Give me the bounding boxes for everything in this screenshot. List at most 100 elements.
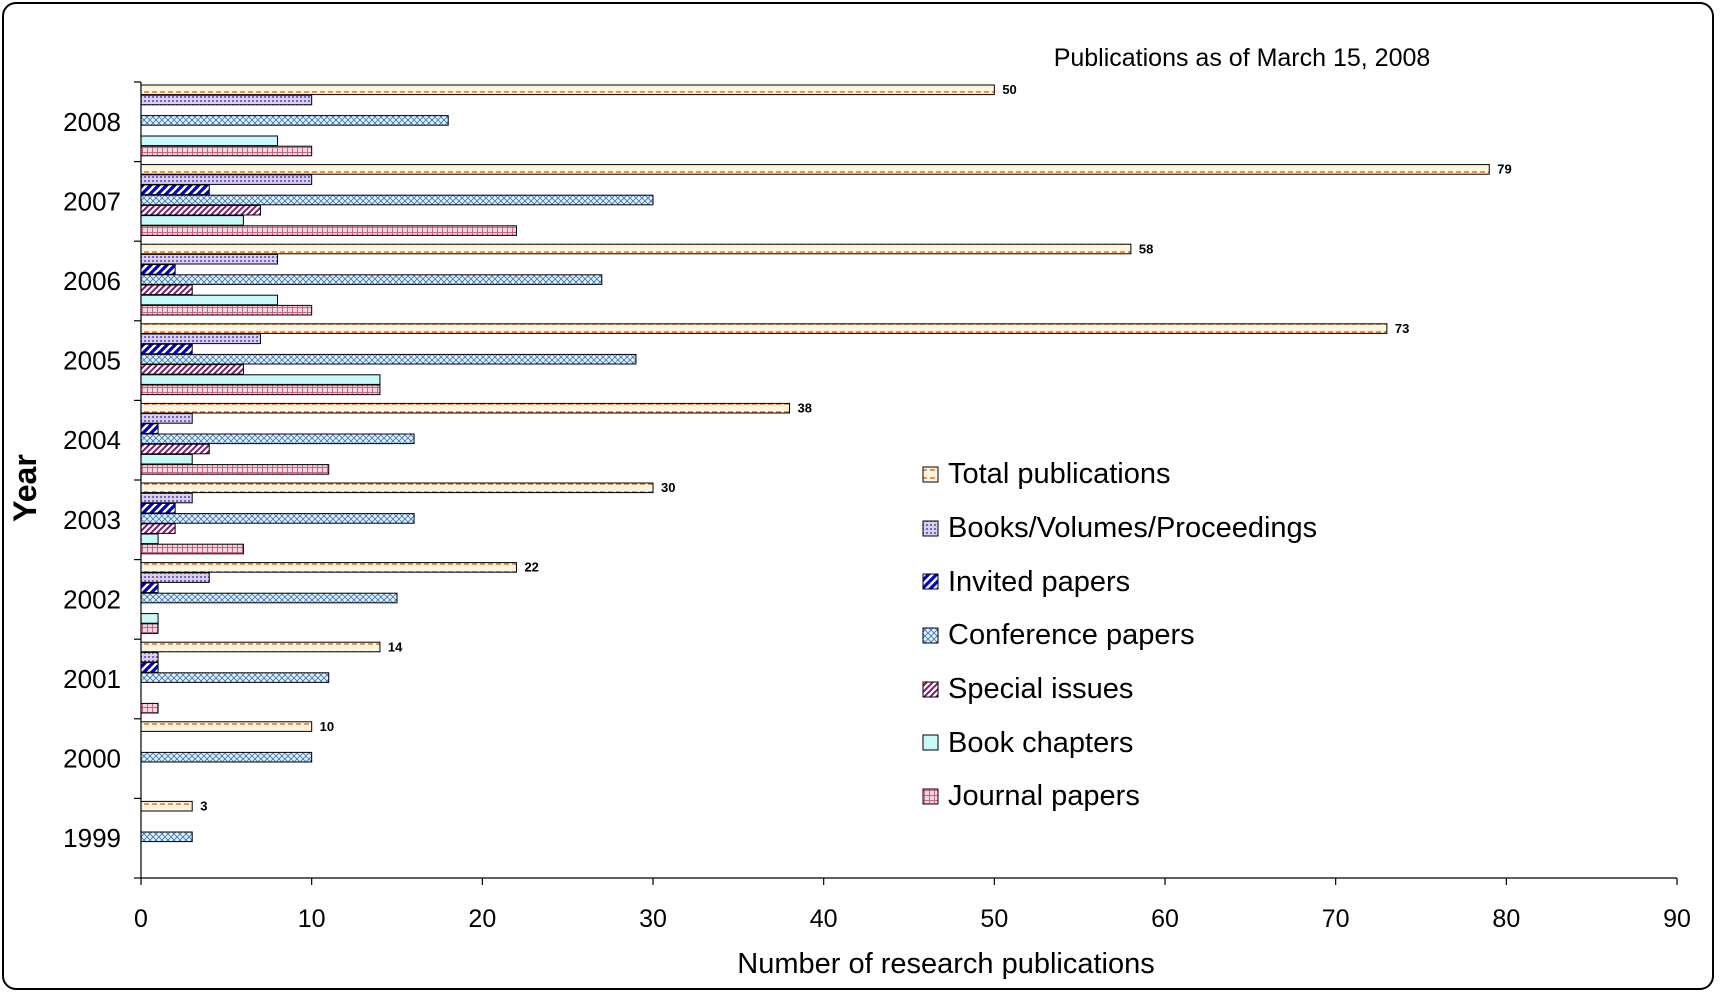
- legend-label: Total publications: [948, 458, 1171, 491]
- bar-2005-4: [140, 364, 244, 375]
- legend-swatch: [922, 681, 939, 698]
- data-label-2003: 30: [661, 480, 675, 495]
- bar-2008-6: [140, 145, 313, 157]
- x-axis-title: Number of research publications: [737, 948, 1154, 980]
- x-tick-label: 10: [298, 905, 326, 933]
- legend-item: Conference papers: [922, 609, 1402, 663]
- bar-2004-6: [140, 464, 330, 475]
- y-tick-label: 2007: [63, 186, 121, 216]
- legend-swatch: [922, 734, 939, 751]
- bar-2007-6: [140, 225, 517, 236]
- bar-2005-2: [140, 343, 193, 355]
- legend-label: Invited papers: [948, 565, 1131, 598]
- bar-2004-3: [140, 433, 415, 445]
- bar-2004-5: [140, 453, 193, 465]
- y-tick-label: 2004: [63, 425, 121, 455]
- bar-2001-3: [140, 672, 330, 683]
- bar-2007-3: [140, 194, 654, 206]
- data-label-2000: 10: [320, 719, 334, 734]
- x-tick-label: 80: [1492, 905, 1520, 933]
- legend: Total publications Books/Volumes/Proceedi…: [922, 448, 1402, 824]
- bar-2005-6: [140, 384, 381, 396]
- bar-2004-2: [140, 423, 159, 434]
- data-label-2008: 50: [1002, 82, 1016, 97]
- bar-2005-3: [140, 353, 637, 365]
- labels-layer: 50 79 58 73 38 30 22 14 10 3: [200, 82, 1512, 813]
- bar-2007-5: [140, 215, 244, 226]
- legend-label: Special issues: [948, 673, 1134, 706]
- bar-2001-6: [140, 702, 159, 714]
- bar-2006-6: [140, 304, 313, 316]
- bar-2001-0: [140, 641, 381, 653]
- bar-2001-2: [140, 662, 159, 673]
- data-label-2007: 79: [1497, 162, 1511, 177]
- bar-2007-0: [140, 164, 1490, 175]
- bar-2004-1: [140, 413, 193, 424]
- y-tick-label: 2001: [63, 664, 121, 694]
- bar-2007-1: [140, 174, 313, 185]
- bar-2002-1: [140, 572, 210, 583]
- legend-swatch: [922, 520, 939, 537]
- x-tick-label: 30: [639, 905, 667, 933]
- bar-2002-6: [140, 623, 159, 634]
- x-tick-label: 0: [134, 905, 148, 933]
- x-tick-label: 40: [810, 905, 838, 933]
- legend-item: Special issues: [922, 663, 1402, 717]
- bar-2006-5: [140, 294, 279, 306]
- y-axis-title: Year: [7, 454, 43, 522]
- bar-2001-1: [140, 651, 159, 663]
- bar-2004-4: [140, 443, 210, 455]
- x-tick-label: 90: [1663, 905, 1691, 933]
- data-label-2006: 58: [1139, 241, 1153, 256]
- legend-swatch: [922, 573, 939, 590]
- x-tick-label: 20: [468, 905, 496, 933]
- data-label-1999: 3: [200, 799, 207, 814]
- legend-item: Books/Volumes/Proceedings: [922, 502, 1402, 556]
- x-tick-label: 70: [1322, 905, 1350, 933]
- bar-2006-0: [140, 243, 1132, 255]
- legend-swatch: [922, 788, 939, 805]
- bar-2004-0: [140, 402, 791, 414]
- bars-layer: [140, 84, 1490, 843]
- bar-2008-5: [140, 135, 279, 147]
- legend-label: Conference papers: [948, 619, 1195, 652]
- legend-label: Journal papers: [948, 780, 1140, 813]
- bar-2000-0: [140, 721, 313, 732]
- bar-2003-6: [140, 543, 244, 555]
- bar-2003-1: [140, 492, 193, 504]
- bar-2003-4: [140, 523, 176, 534]
- bar-2003-3: [140, 513, 415, 524]
- data-label-2002: 22: [524, 560, 538, 575]
- bar-2003-5: [140, 533, 159, 545]
- y-tick-label: 2005: [63, 346, 121, 376]
- chart-title: Publications as of March 15, 2008: [1054, 44, 1431, 72]
- bar-2002-3: [140, 592, 398, 604]
- bar-2000-3: [140, 751, 313, 763]
- y-tick-label: 1999: [63, 823, 121, 853]
- bar-2006-1: [140, 253, 279, 265]
- data-label-2005: 73: [1395, 321, 1409, 336]
- data-label-2004: 38: [798, 401, 812, 416]
- bar-2008-3: [140, 115, 449, 126]
- y-tick-label: 2000: [63, 744, 121, 774]
- bar-2005-5: [140, 374, 381, 385]
- bar-2007-2: [140, 184, 210, 196]
- axes-layer: 2008200720062005200420032002200120001999…: [63, 81, 1691, 933]
- bar-2005-1: [140, 333, 261, 345]
- x-tick-label: 50: [980, 905, 1008, 933]
- bar-2002-0: [140, 562, 517, 573]
- bar-1999-0: [140, 800, 193, 812]
- bar-2006-2: [140, 264, 176, 275]
- data-label-2001: 14: [388, 639, 403, 654]
- bar-2008-1: [140, 94, 313, 106]
- legend-label: Books/Volumes/Proceedings: [948, 512, 1318, 545]
- legend-item: Invited papers: [922, 555, 1402, 609]
- legend-swatch: [922, 466, 939, 483]
- bar-2008-0: [140, 84, 995, 96]
- y-tick-label: 2006: [63, 266, 121, 296]
- legend-label: Book chapters: [948, 726, 1134, 759]
- bar-2007-4: [140, 204, 261, 216]
- y-tick-label: 2002: [63, 584, 121, 614]
- bar-2002-5: [140, 613, 159, 624]
